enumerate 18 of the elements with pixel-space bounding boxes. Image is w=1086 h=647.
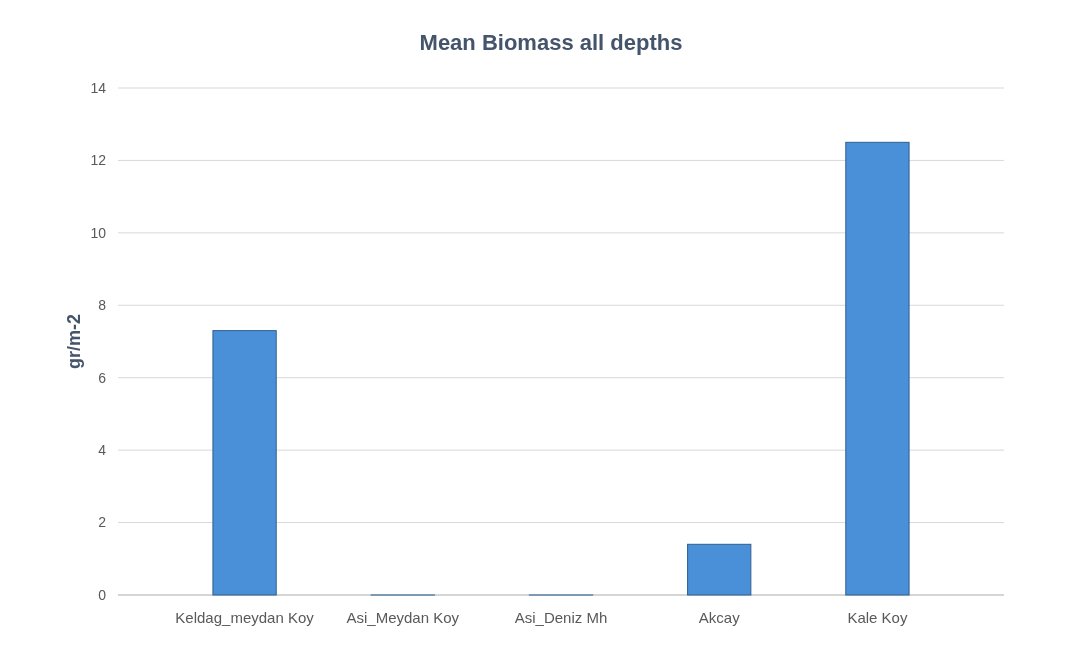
y-tick-label: 14 [90, 79, 107, 96]
y-tick-label: 10 [90, 224, 107, 241]
y-tick-label: 0 [98, 586, 107, 603]
y-tick-label: 2 [98, 514, 107, 531]
x-tick-label: Asi_Meydan Koy [346, 609, 460, 626]
bar [687, 543, 752, 596]
y-tick-label: 8 [98, 297, 107, 314]
bar [212, 330, 277, 596]
x-tick-label: Akcay [698, 609, 741, 626]
x-tick-label: Asi_Deniz Mh [514, 609, 608, 626]
x-tick-label: Keldag_meydan Koy [175, 609, 315, 626]
bar [845, 141, 910, 596]
x-tick-label: Kale Koy [847, 609, 908, 626]
y-tick-label: 4 [98, 442, 107, 459]
y-axis-title: gr/m-2 [64, 313, 84, 370]
y-tick-label: 6 [98, 369, 107, 386]
y-tick-label: 12 [90, 152, 107, 169]
chart-title: Mean Biomass all depths [419, 30, 683, 55]
